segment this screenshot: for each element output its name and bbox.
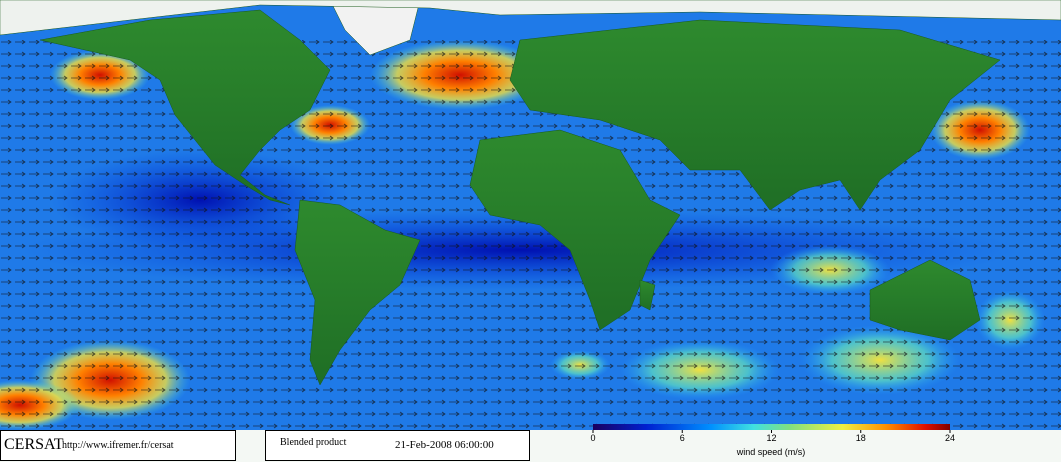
url: http://www.ifremer.fr/cersat: [62, 440, 174, 451]
colorbar-tick-label: 24: [945, 433, 955, 443]
continents: [0, 0, 1061, 386]
credit-box: [0, 430, 236, 461]
footer: CERSAT http://www.ifremer.fr/cersat Blen…: [0, 424, 1061, 462]
colorbar-tick-label: 18: [856, 433, 866, 443]
colorbar: [593, 424, 950, 430]
product: Blended product: [280, 437, 347, 448]
colorbar-tick-label: 0: [590, 433, 595, 443]
date: 21-Feb-2008 06:00:00: [395, 439, 494, 451]
colorbar-tick-label: 6: [680, 433, 685, 443]
brand: CERSAT: [4, 436, 64, 453]
product-box: [265, 430, 530, 461]
colorbar-label: wind speed (m/s): [736, 447, 806, 457]
colorbar-tick-label: 12: [766, 433, 776, 443]
